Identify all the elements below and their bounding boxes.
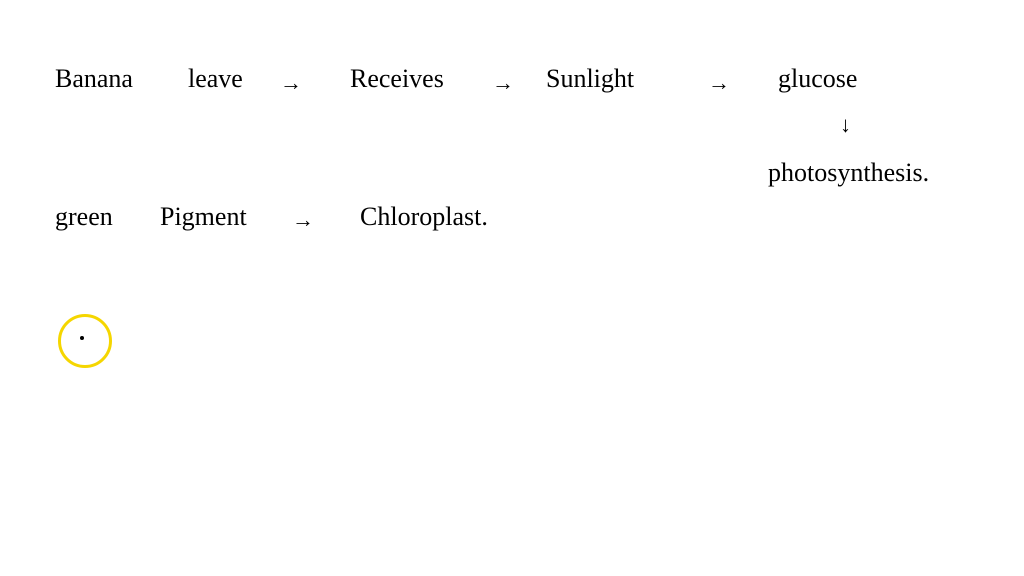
node-pigment: Pigment: [160, 202, 247, 232]
node-photosynthesis: photosynthesis.: [768, 158, 929, 188]
cursor-highlight-ring: [58, 314, 112, 368]
cursor-dot-icon: [80, 336, 84, 340]
node-receives: Receives: [350, 64, 444, 94]
node-glucose: glucose: [778, 64, 857, 94]
node-leave: leave: [188, 64, 243, 94]
diagram-canvas: Banana leave → Receives → Sunlight → glu…: [0, 0, 1024, 576]
arrow-leave-receives: →: [280, 70, 302, 96]
arrow-sunlight-glucose: →: [708, 70, 730, 96]
arrow-glucose-down: ↓: [840, 112, 851, 138]
node-green: green: [55, 202, 113, 232]
node-chloroplast: Chloroplast.: [360, 202, 488, 232]
node-sunlight: Sunlight: [546, 64, 634, 94]
arrow-receives-sunlight: →: [492, 70, 514, 96]
arrow-pigment-chloroplast: →: [292, 207, 314, 233]
node-banana: Banana: [55, 64, 133, 94]
